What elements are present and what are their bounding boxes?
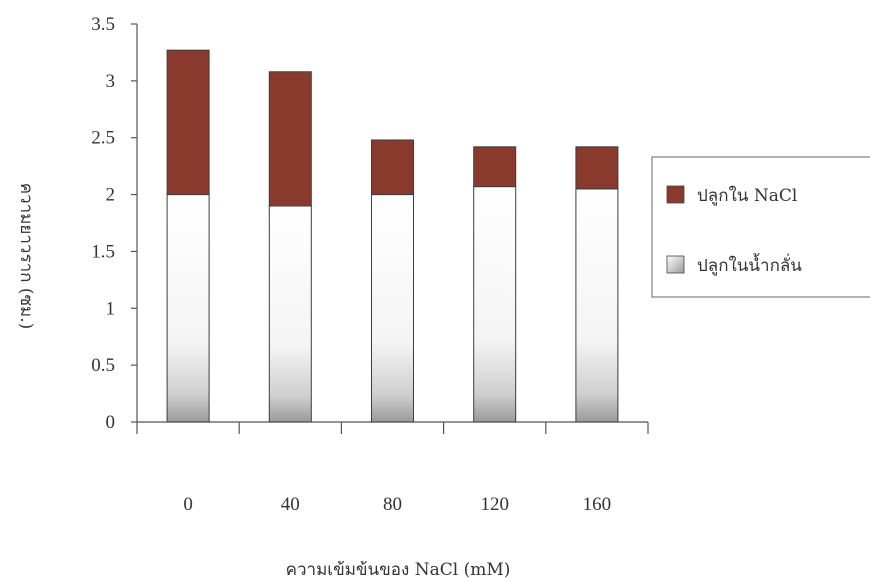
y-tick-label: 0.5: [91, 355, 115, 376]
x-tick-label: 120: [480, 494, 509, 515]
bar-distilled-water: [473, 186, 517, 423]
y-tick-label: 2.5: [91, 128, 115, 149]
y-tick-label: 3: [106, 71, 116, 92]
y-tick-label: 1.5: [91, 241, 115, 262]
y-tick-label: 1: [106, 298, 116, 319]
x-tick-label: 40: [281, 494, 300, 515]
bar-distilled-water: [268, 205, 312, 423]
bar-distilled-water: [575, 188, 619, 423]
bar-nacl: [575, 146, 619, 190]
bar-distilled-water: [166, 194, 210, 423]
legend-label-distilled: ปลูกในน้ำกลั่น: [697, 253, 802, 276]
y-tick-label: 2: [106, 185, 116, 206]
bars: [166, 49, 619, 423]
bar-nacl: [473, 146, 517, 188]
x-axis-title: ความเข้มข้นของ NaCl (mM): [286, 560, 511, 580]
y-tick-label: 3.5: [91, 14, 115, 35]
bar-distilled-water: [371, 194, 414, 423]
legend-swatch-nacl: [666, 185, 685, 204]
x-axis-ticks: 0 40 80 120 160: [136, 422, 649, 515]
bar-nacl: [371, 139, 414, 196]
legend-box: [651, 156, 870, 298]
bar-nacl: [268, 71, 312, 207]
y-axis-ticks: 0 0.5 1 1.5 2 2.5 3 3.5: [91, 14, 137, 433]
x-tick-label: 80: [383, 494, 402, 515]
legend: ปลูกใน NaCl ปลูกในน้ำกลั่น: [651, 156, 870, 298]
y-axis-title: ความยาวราก (ซม.): [16, 183, 36, 330]
legend-swatch-distilled: [666, 255, 685, 274]
y-tick-label: 0: [106, 412, 116, 433]
x-tick-label: 0: [183, 494, 193, 515]
x-tick-label: 160: [583, 494, 612, 515]
legend-label-nacl: ปลูกใน NaCl: [697, 185, 797, 206]
bar-nacl: [166, 49, 210, 196]
